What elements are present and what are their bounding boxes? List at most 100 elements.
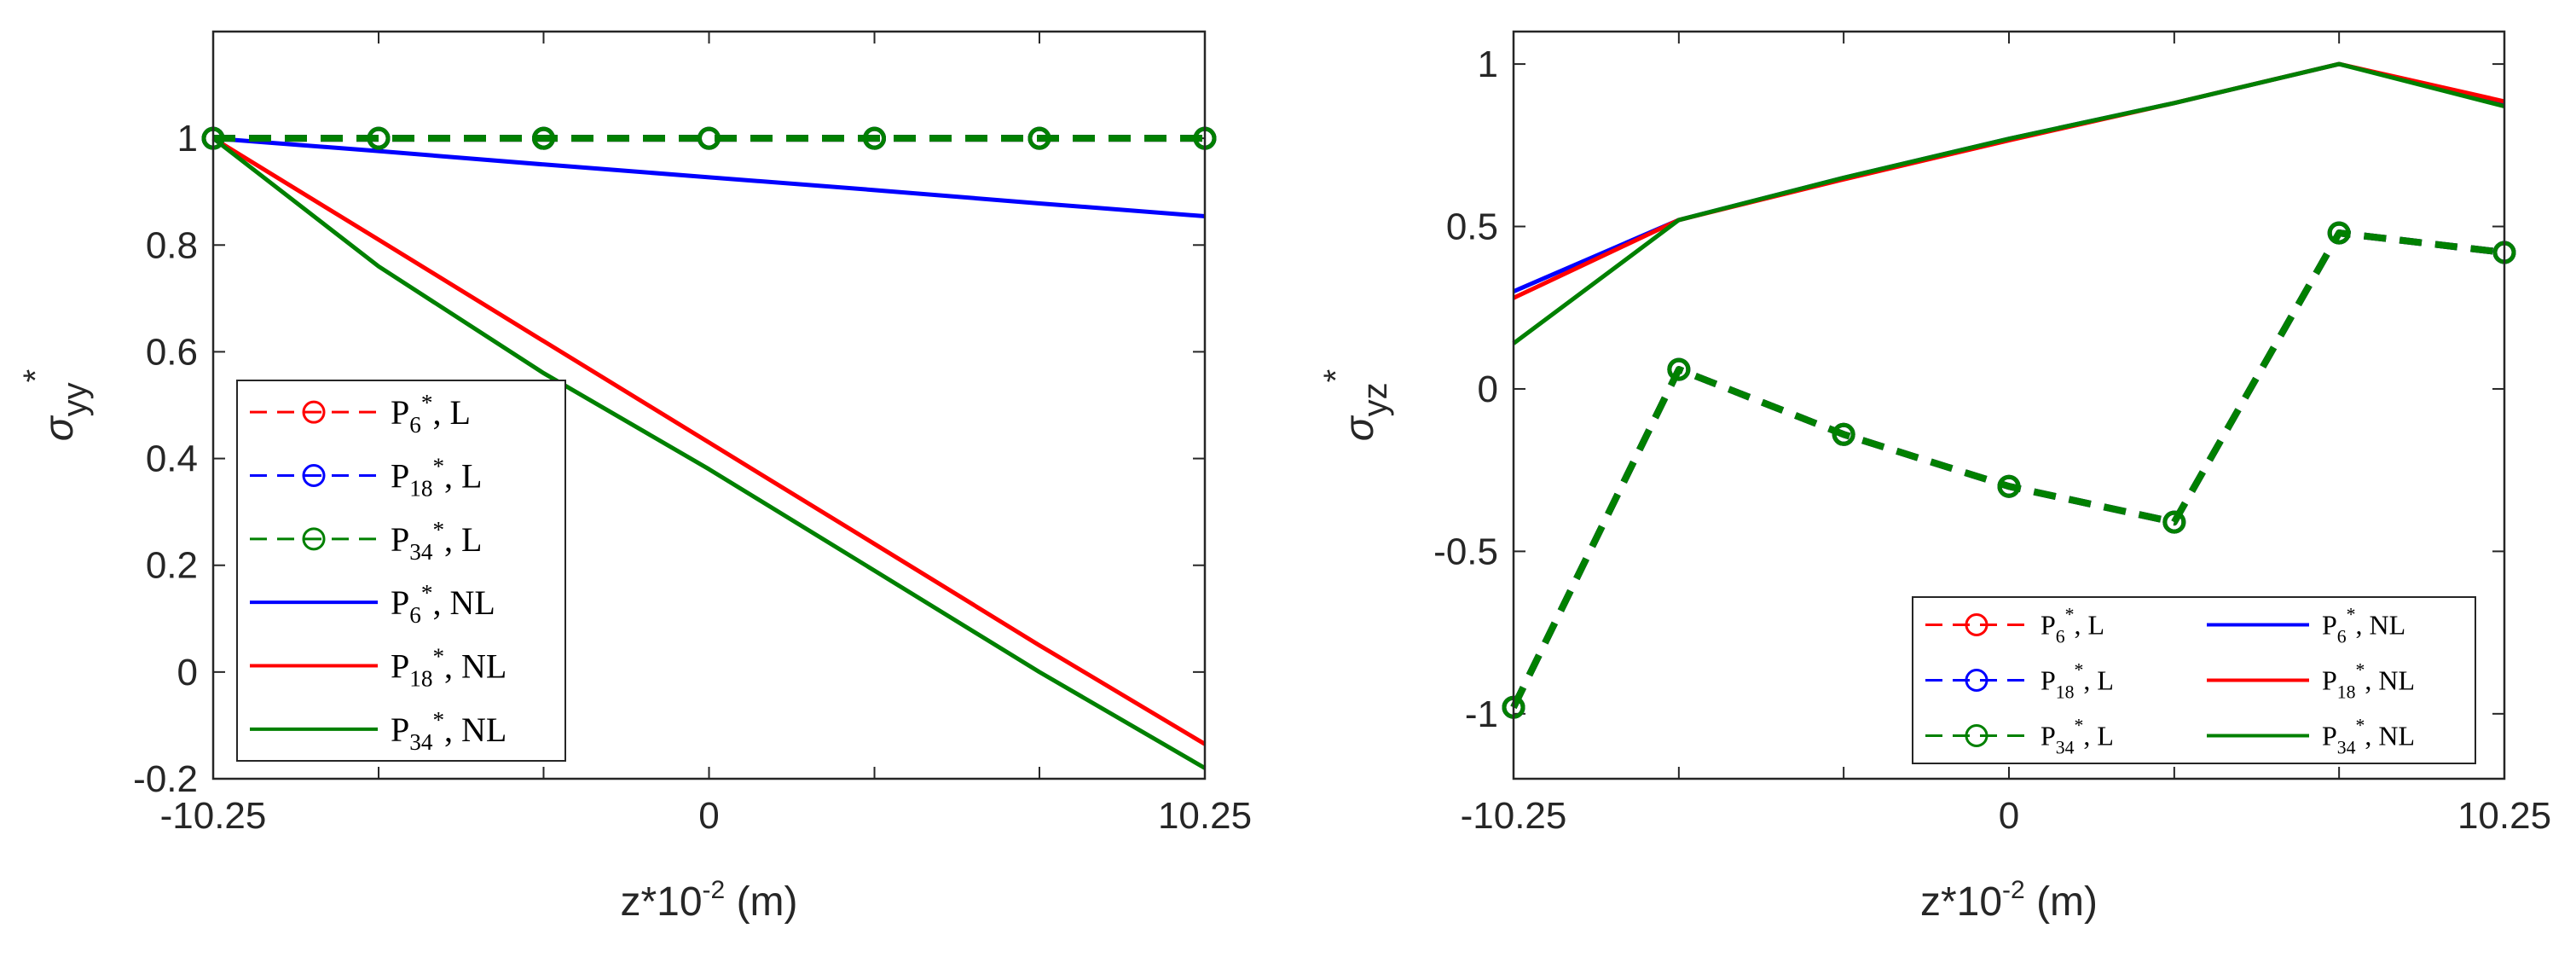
legend-label-sup: *	[2075, 660, 2084, 681]
legend-box	[236, 380, 566, 762]
y-tick-label: -1	[1465, 693, 1498, 735]
marker-p34l	[2327, 221, 2351, 245]
legend-box	[1912, 596, 2476, 764]
legend-label-sub: 34	[2337, 738, 2356, 758]
legend-label-p34nl: P34*, NL	[2322, 716, 2415, 758]
x-tick-label: -10.25	[1461, 795, 1567, 837]
legend-label-sup: *	[421, 580, 433, 606]
legend-label-sub: 18	[2056, 682, 2075, 703]
y-tick-label: 0	[1478, 368, 1498, 410]
legend-label-rest: , NL	[2356, 610, 2406, 641]
x-axis-label: z*10-2 (m)	[1920, 876, 2098, 925]
axes-box	[211, 30, 1207, 780]
legend-label-sub: 6	[2056, 627, 2065, 647]
legend-marker-p18l	[1965, 669, 1988, 692]
legend-label-p18l: P18*, L	[391, 454, 482, 502]
chart-1: -10.25 0 10.25 -0.2 0 0.2 0.4 0.6 0.8 1 z*10-2 (m)…	[17, 30, 1252, 925]
legend-label-sym: P	[2322, 721, 2337, 751]
marker-p34l	[1997, 474, 2021, 498]
legend-label-sup: *	[432, 454, 444, 479]
legend-label-sub: 34	[409, 729, 433, 755]
marker-p34l	[1028, 126, 1051, 150]
x-axis-label-exp: -2	[2002, 876, 2025, 904]
legend-label-p6l: P6*, L	[391, 390, 471, 438]
legend-label-p6nl: P6*, NL	[391, 580, 495, 628]
legend-label-sup: *	[2356, 660, 2365, 681]
y-tick-label: 0.8	[146, 224, 198, 266]
legend-label-rest: , L	[444, 520, 482, 559]
y-axis-label-sup: *	[1317, 369, 1355, 383]
legend-label-p6nl: P6*, NL	[2322, 605, 2405, 647]
legend-label-rest: , NL	[2365, 665, 2415, 696]
legend-label-p34l: P34*, L	[391, 517, 482, 565]
marker-p34l	[863, 126, 887, 150]
legend-label-sup: *	[2075, 716, 2084, 736]
x-tick-label: 0	[1999, 795, 2019, 837]
legend-label-sub: 6	[409, 412, 421, 438]
legend-label-rest: , NL	[2365, 721, 2415, 751]
y-tick-label: 1	[177, 118, 198, 160]
y-tick-label: 1	[1478, 44, 1498, 85]
legend-label-rest: , L	[2083, 665, 2114, 696]
legend-label-sub: 18	[409, 476, 432, 502]
y-tick-label: 0	[177, 652, 198, 693]
legend-label-rest: , NL	[444, 711, 507, 749]
legend-marker-p6l	[1965, 613, 1988, 636]
x-tick-label: 0	[698, 795, 719, 837]
legend-label-sub: 6	[409, 602, 421, 628]
marker-p34l	[367, 126, 391, 150]
legend-label-rest: , L	[2083, 721, 2114, 751]
x-axis-label-unit: (m)	[725, 879, 797, 925]
legend-marker-p34l	[1965, 724, 1988, 747]
legend-label-p34l: P34*, L	[2041, 716, 2114, 758]
y-axis-label-sym: σ	[1337, 415, 1382, 441]
legend-label-p34nl: P34*, NL	[391, 707, 507, 755]
legend-label-sub: 18	[2337, 682, 2356, 703]
legend-label-sub: 18	[409, 666, 432, 692]
legend-label-sym: P	[391, 457, 409, 496]
axes-box	[1512, 30, 2506, 780]
legend-label-p18l: P18*, L	[2041, 660, 2114, 703]
x-tick-label: 10.25	[2457, 795, 2551, 837]
y-axis-label-sub: yz	[1357, 382, 1394, 416]
x-tick-label: 10.25	[1158, 795, 1252, 837]
legend-label-rest: , L	[432, 393, 470, 432]
legend-label-p6l: P6*, L	[2041, 605, 2104, 647]
series-line-p18nl	[211, 136, 1207, 746]
legend-label-rest: , NL	[432, 583, 495, 622]
y-axis-label: σyy*	[17, 369, 94, 442]
y-axis-label-sup: *	[17, 369, 55, 383]
y-tick-label: 0.6	[146, 331, 198, 373]
series-line-p34nl	[211, 136, 1207, 770]
marker-p34l	[698, 126, 721, 150]
y-tick-label: 0.2	[146, 545, 198, 587]
y-axis-label-sym: σ	[37, 415, 82, 441]
y-tick-label: 0.4	[146, 438, 198, 480]
legend-label-sub: 34	[409, 539, 433, 565]
legend-label-rest: , NL	[444, 647, 507, 686]
legend-label-sub: 6	[2337, 627, 2347, 647]
legend-label-sym: P	[2041, 610, 2056, 641]
x-axis-label: z*10-2 (m)	[620, 876, 797, 925]
x-axis-label-base: z*10	[620, 879, 702, 925]
legend-label-sup: *	[2356, 716, 2365, 736]
legend-label-sup: *	[421, 390, 433, 415]
marker-p34l	[1667, 357, 1691, 381]
legend-marker-p34l	[302, 527, 326, 551]
legend-label-rest: , L	[2075, 610, 2105, 641]
legend-label-sup: *	[2347, 605, 2356, 625]
legend-label-sym: P	[2322, 610, 2337, 641]
x-axis-label-base: z*10	[1920, 879, 2002, 925]
y-tick-label: -0.2	[133, 758, 198, 800]
legend-marker-p6l	[302, 400, 326, 424]
series-line-p34l	[1510, 229, 2505, 709]
legend-label-p18nl: P18*, NL	[391, 644, 507, 692]
legend-label-sym: P	[391, 393, 409, 432]
x-axis-label-exp: -2	[703, 876, 726, 904]
legend-label-sym: P	[391, 583, 409, 622]
legend-label-sup: *	[432, 707, 444, 733]
legend-label-sym: P	[2041, 665, 2056, 696]
y-tick-label: -0.5	[1433, 531, 1498, 572]
